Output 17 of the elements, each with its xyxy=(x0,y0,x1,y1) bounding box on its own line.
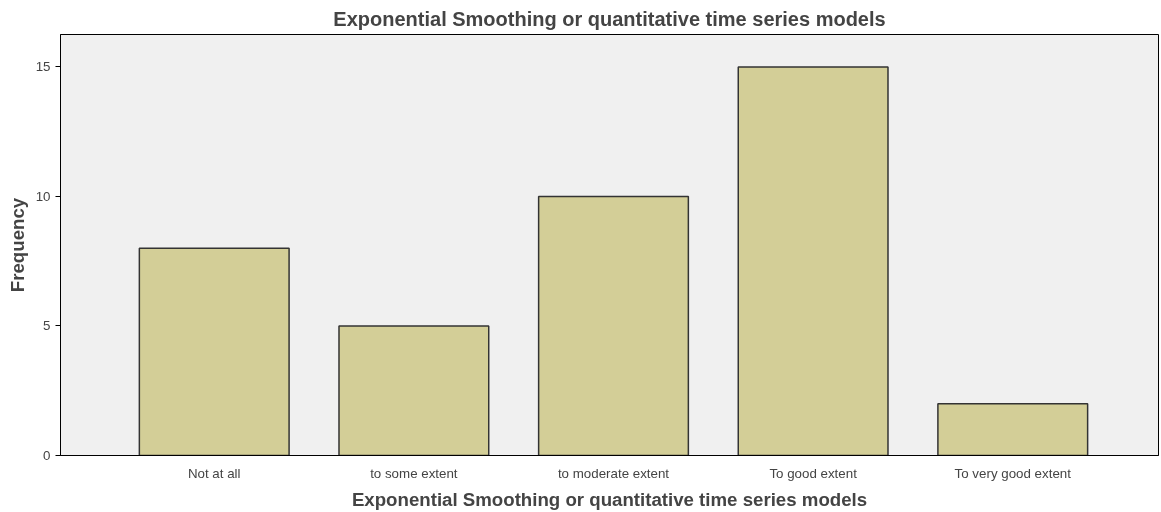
y-tick-label: 15 xyxy=(35,59,51,75)
y-axis-title: Frequency xyxy=(6,197,28,293)
bar xyxy=(537,195,690,456)
x-tick-label: To good extent xyxy=(769,465,858,481)
y-tick-label: 10 xyxy=(35,188,51,204)
x-tick-label: Not at all xyxy=(187,465,241,481)
bar xyxy=(338,325,490,456)
x-tick-label: to some extent xyxy=(370,465,458,481)
bar xyxy=(138,247,290,456)
chart-title: Exponential Smoothing or quantitative time series models xyxy=(333,7,886,30)
x-tick-label: to moderate extent xyxy=(557,465,670,481)
bar xyxy=(737,66,889,456)
y-tick-label: 5 xyxy=(43,318,51,334)
y-tick-label: 0 xyxy=(43,448,51,463)
x-tick-label: To very good extent xyxy=(954,465,1072,481)
bar xyxy=(937,402,1089,456)
x-axis-title: Exponential Smoothing or quantitative time series models xyxy=(351,488,868,510)
